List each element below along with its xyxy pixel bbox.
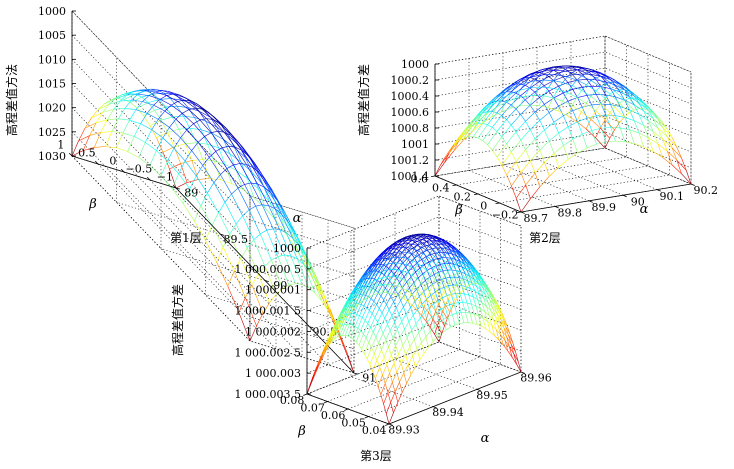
beta-tick-label: −1 <box>157 170 173 183</box>
beta-tick-label: 1 <box>57 138 64 151</box>
z-tick-label: 1 000.002 5 <box>235 346 301 359</box>
alpha-tick-label: 90 <box>273 279 287 292</box>
beta-tick-label: 0.5 <box>78 146 96 159</box>
z-tick-label: 1001.4 <box>391 170 430 183</box>
z-tick-label: 1000 <box>401 58 429 71</box>
alpha-tick-label: 91 <box>362 372 376 385</box>
beta-tick-label: 0.04 <box>362 424 387 437</box>
alpha-tick-label: 89.93 <box>388 423 420 436</box>
panel-title: 第1层 <box>170 231 202 245</box>
alpha-tick-label: 89 <box>184 187 198 200</box>
z-axis-label: 高程差值方差 <box>170 284 185 356</box>
z-tick-label: 1010 <box>38 53 66 66</box>
beta-axis-label: β <box>88 197 97 212</box>
z-tick-label: 1030 <box>38 150 66 163</box>
beta-tick-label: −0.2 <box>492 209 519 222</box>
z-tick-label: 1000 <box>273 242 301 255</box>
z-axis-label: 高程差值方差 <box>356 64 371 136</box>
z-tick-label: 1 000.002 <box>245 325 301 338</box>
panel-layer-2: 89.7 89.8 89.9 90 90.1 90.2 −0.2 0 0.20.4 0.6 1000… <box>356 35 719 245</box>
z-axis-label: 高程差值方法 <box>4 64 19 136</box>
axes: 8989.59090.591−1−0.500.51100010051010101… <box>38 5 376 385</box>
beta-tick-label: 0.2 <box>453 191 471 204</box>
z-tick-label: 1000.6 <box>391 106 430 119</box>
alpha-tick-label: 89.8 <box>558 207 583 220</box>
surface-mesh <box>306 233 522 425</box>
z-tick-label: 1 000.003 <box>245 367 301 380</box>
alpha-tick-label: 89.95 <box>476 389 508 402</box>
alpha-tick-label: 89.96 <box>520 371 552 384</box>
panel-title: 第3层 <box>360 449 392 463</box>
z-tick-label: 1015 <box>38 78 66 91</box>
z-tick-label: 1000 <box>38 5 66 18</box>
back-walls <box>70 10 355 374</box>
z-tick-label: 1025 <box>38 126 66 139</box>
z-tick-label: 1001.2 <box>391 154 430 167</box>
alpha-tick-label: 89.5 <box>224 233 249 246</box>
panel-layer-3: 89.93 89.94 89.95 89.96 0.040.050.060.070.08… <box>170 195 552 463</box>
beta-tick-label: 0 <box>480 200 487 213</box>
z-tick-label: 1 000.003 5 <box>235 388 301 401</box>
beta-tick-label: 0 <box>109 154 116 167</box>
z-tick-label: 1000.4 <box>391 90 430 103</box>
surface-mesh <box>71 88 355 374</box>
alpha-axis-label: α <box>481 431 490 446</box>
z-tick-label: 1001 <box>401 138 429 151</box>
alpha-tick-label: 89.94 <box>432 406 464 419</box>
z-tick-label: 1000.2 <box>391 74 430 87</box>
beta-tick-label: 0.05 <box>341 416 366 429</box>
axes: 89.7 89.8 89.9 90 90.1 90.2 −0.2 0 0.20.4 0.6 1000… <box>391 58 719 225</box>
z-tick-label: 1005 <box>38 29 66 42</box>
axes: 89.93 89.94 89.95 89.96 0.040.050.060.070.08… <box>235 242 552 437</box>
panel-title: 第2层 <box>529 231 561 245</box>
z-tick-label: 1 000.000 5 <box>235 263 301 276</box>
surface-mesh <box>434 65 692 213</box>
z-tick-label: 1 000.001 5 <box>235 305 301 318</box>
beta-tick-label: −0.5 <box>126 162 153 175</box>
beta-tick-label: 0.6 <box>410 173 428 186</box>
z-tick-label: 1 000.001 <box>245 284 301 297</box>
beta-axis-label: β <box>454 203 463 218</box>
alpha-tick-label: 90.1 <box>660 190 685 203</box>
beta-axis-label: β <box>297 424 306 439</box>
beta-tick-label: 0.07 <box>300 401 325 414</box>
alpha-axis-label: α <box>293 211 302 226</box>
alpha-axis-label: α <box>640 202 649 217</box>
beta-tick-label: 0.4 <box>432 182 450 195</box>
panel-layer-1: 8989.59090.591−1−0.500.51100010051010101… <box>4 5 376 385</box>
beta-tick-label: 0.06 <box>321 409 346 422</box>
alpha-tick-label: 90.2 <box>694 184 719 197</box>
alpha-tick-label: 89.7 <box>524 212 549 225</box>
alpha-tick-label: 90 <box>631 195 645 208</box>
z-tick-label: 1020 <box>38 102 66 115</box>
z-tick-label: 1000.8 <box>391 122 430 135</box>
alpha-tick-label: 89.9 <box>592 201 617 214</box>
beta-tick-label: 0.08 <box>280 394 305 407</box>
